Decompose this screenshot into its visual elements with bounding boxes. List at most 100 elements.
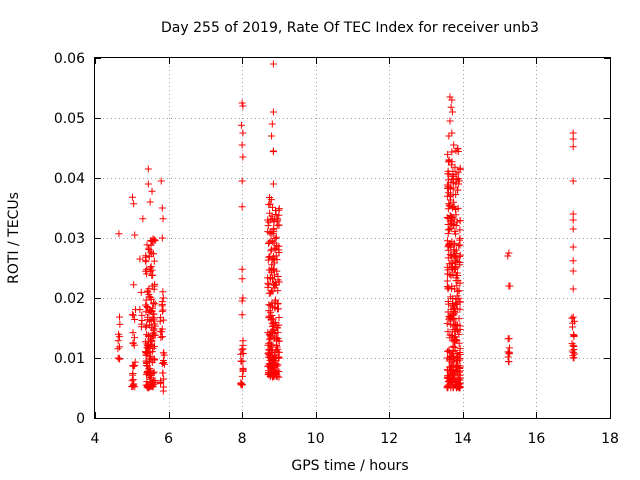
data-point xyxy=(444,328,452,336)
data-point xyxy=(130,200,138,208)
data-point xyxy=(275,246,283,254)
data-point xyxy=(269,230,277,238)
data-point xyxy=(447,272,455,280)
data-point xyxy=(239,129,247,137)
x-tick-label: 6 xyxy=(164,431,173,447)
data-point xyxy=(456,251,464,259)
data-point xyxy=(443,366,451,374)
data-point xyxy=(129,339,137,347)
data-point xyxy=(268,261,276,269)
data-point xyxy=(157,333,165,341)
data-point xyxy=(450,246,458,254)
data-point xyxy=(129,362,137,370)
data-point xyxy=(449,184,457,192)
data-point xyxy=(148,266,156,274)
data-point xyxy=(148,237,156,245)
data-point xyxy=(239,381,247,389)
data-point xyxy=(456,349,464,357)
data-point xyxy=(450,175,458,183)
data-point xyxy=(116,343,124,351)
data-point xyxy=(569,341,577,349)
data-point xyxy=(449,222,457,230)
x-tick-label: 14 xyxy=(454,431,472,447)
data-point xyxy=(159,349,167,357)
data-point xyxy=(238,265,246,273)
data-point xyxy=(267,247,275,255)
data-point xyxy=(268,341,276,349)
data-point xyxy=(569,210,577,218)
data-point xyxy=(145,308,153,316)
x-tick-label: 18 xyxy=(601,431,619,447)
plot-frame xyxy=(94,57,611,419)
data-point xyxy=(273,372,281,380)
data-point xyxy=(446,93,454,101)
data-point xyxy=(131,231,139,239)
data-point xyxy=(456,164,464,172)
data-point xyxy=(455,339,463,347)
data-point xyxy=(142,252,150,260)
data-point xyxy=(143,322,151,330)
data-point xyxy=(448,129,456,137)
data-point xyxy=(448,96,456,104)
x-tick-label: 10 xyxy=(307,431,325,447)
data-point xyxy=(159,288,167,296)
data-point xyxy=(237,357,245,365)
data-point xyxy=(239,294,247,302)
data-point xyxy=(265,312,273,320)
data-point xyxy=(455,380,463,388)
y-tick-label: 0 xyxy=(76,411,85,427)
data-point xyxy=(275,354,283,362)
data-point xyxy=(272,233,280,241)
data-point xyxy=(456,241,464,249)
data-point xyxy=(568,340,576,348)
data-point xyxy=(444,221,452,229)
data-point xyxy=(116,355,124,363)
data-point xyxy=(454,287,462,295)
data-point xyxy=(158,204,166,212)
data-point xyxy=(267,196,275,204)
data-point xyxy=(114,345,122,353)
data-point xyxy=(138,316,146,324)
data-point xyxy=(264,222,272,230)
data-point xyxy=(569,243,577,251)
data-point xyxy=(505,358,513,366)
data-point xyxy=(569,267,577,275)
data-point xyxy=(158,307,166,315)
data-point xyxy=(273,334,281,342)
data-point xyxy=(450,215,458,223)
data-point xyxy=(274,287,282,295)
data-point xyxy=(142,348,150,356)
data-point xyxy=(455,330,463,338)
data-point xyxy=(449,371,457,379)
data-point xyxy=(137,288,145,296)
data-point xyxy=(144,165,152,173)
data-point xyxy=(266,373,274,381)
data-point xyxy=(443,237,451,245)
data-point xyxy=(446,331,454,339)
data-point xyxy=(151,331,159,339)
data-point xyxy=(148,337,156,345)
data-point xyxy=(151,300,159,308)
data-point xyxy=(148,348,156,356)
data-point xyxy=(454,175,462,183)
data-point xyxy=(142,308,150,316)
y-tick-label: 0.01 xyxy=(54,351,85,367)
data-point xyxy=(445,132,453,140)
data-point xyxy=(239,153,247,161)
data-point xyxy=(444,183,452,191)
data-point xyxy=(269,180,277,188)
data-point xyxy=(267,316,275,324)
data-point xyxy=(456,298,464,306)
data-point xyxy=(446,193,454,201)
data-point xyxy=(571,317,579,325)
data-point xyxy=(453,354,461,362)
data-point xyxy=(448,367,456,375)
data-point xyxy=(159,369,167,377)
data-point xyxy=(446,270,454,278)
data-point xyxy=(268,255,276,263)
data-point xyxy=(142,370,150,378)
data-point xyxy=(456,217,464,225)
grid xyxy=(95,58,610,418)
data-point xyxy=(268,215,276,223)
data-point xyxy=(452,180,460,188)
